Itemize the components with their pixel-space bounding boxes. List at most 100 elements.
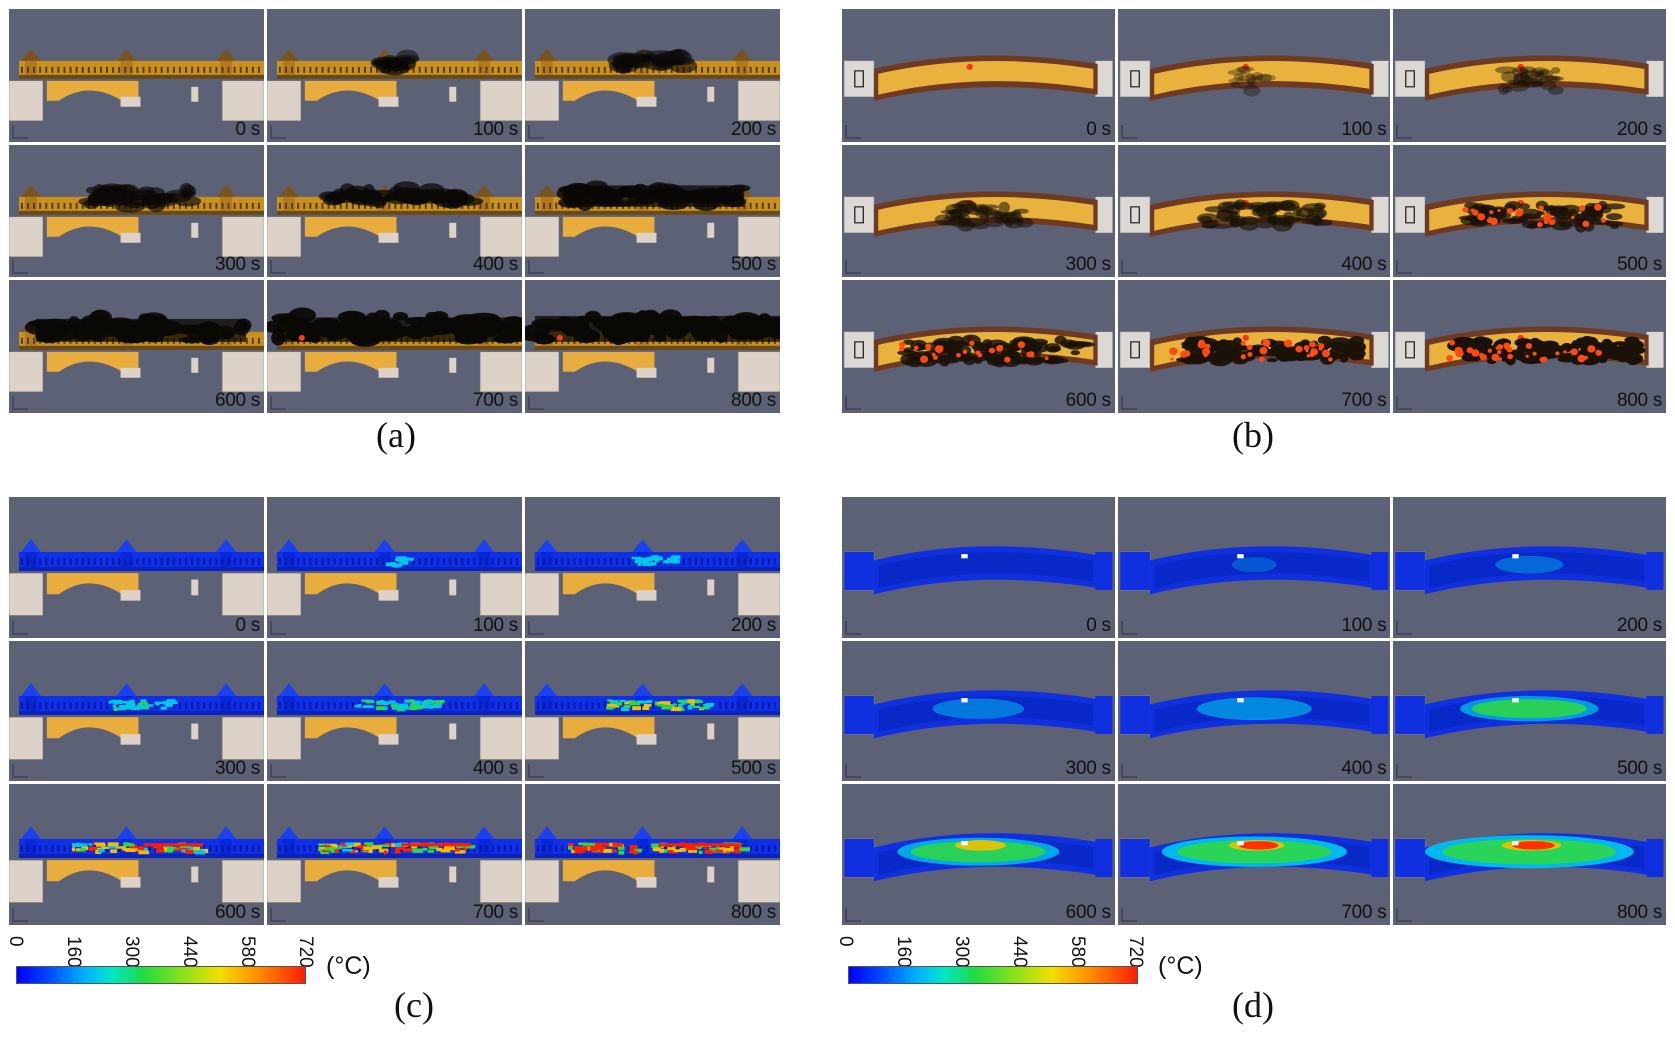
bridge-top-view — [842, 497, 1115, 638]
bridge-side-view — [9, 280, 264, 413]
axis-marker-icon — [12, 124, 28, 139]
axis-marker-icon — [12, 764, 28, 779]
axis-marker-icon — [1396, 620, 1413, 635]
time-label: 800 s — [731, 902, 776, 923]
time-label: 400 s — [473, 254, 518, 276]
bridge-side-view — [9, 640, 264, 782]
bridge-side-view — [525, 9, 780, 142]
colorbar-c-tick: 440 — [179, 936, 200, 968]
panel-caption-c: (c) — [394, 985, 434, 1025]
axis-marker-icon — [845, 620, 861, 635]
axis-marker-icon — [12, 620, 28, 635]
bridge-top-view — [1393, 784, 1666, 925]
time-label: 100 s — [1341, 118, 1387, 140]
time-label: 700 s — [1341, 390, 1387, 411]
simulation-frame: 300 s — [9, 640, 264, 782]
axis-marker-icon — [528, 764, 544, 779]
simulation-frame: 300 s — [9, 144, 264, 278]
bridge-top-view — [842, 9, 1115, 142]
panel-caption-b: (b) — [1232, 415, 1274, 455]
time-label: 700 s — [473, 390, 518, 411]
axis-marker-icon — [845, 908, 861, 922]
bridge-top-view — [1393, 497, 1666, 638]
time-label: 400 s — [473, 758, 518, 780]
time-label: 600 s — [215, 390, 260, 411]
colorbar-c-gradient — [16, 966, 306, 984]
simulation-frame: 100 s — [1117, 497, 1391, 638]
time-label: 400 s — [1341, 254, 1387, 276]
time-label: 500 s — [1617, 254, 1662, 276]
bridge-top-view — [1393, 144, 1666, 278]
bridge-side-view — [267, 144, 522, 278]
time-label: 800 s — [1617, 390, 1662, 411]
simulation-frame: 700 s — [1117, 280, 1391, 413]
simulation-frame: 800 s — [1393, 280, 1666, 413]
time-label: 100 s — [1341, 614, 1387, 636]
axis-marker-icon — [1396, 396, 1413, 410]
axis-marker-icon — [1120, 396, 1137, 410]
axis-marker-icon — [845, 260, 861, 275]
bridge-side-view — [525, 640, 780, 782]
bridge-side-view — [525, 144, 780, 278]
axis-marker-icon — [528, 908, 544, 922]
axis-marker-icon — [1396, 908, 1413, 922]
axis-marker-icon — [528, 620, 544, 635]
simulation-frame: 800 s — [525, 280, 780, 413]
bridge-side-view — [9, 784, 264, 925]
axis-marker-icon — [845, 396, 861, 410]
axis-marker-icon — [270, 908, 286, 922]
simulation-frame: 800 s — [525, 784, 780, 925]
bridge-side-view — [9, 144, 264, 278]
axis-marker-icon — [845, 764, 861, 779]
simulation-frame: 600 s — [842, 280, 1115, 413]
simulation-frame: 300 s — [842, 640, 1115, 782]
simulation-frame: 500 s — [525, 144, 780, 278]
frame-grid-c: 0 s 100 s 200 s 300 s 400 s 500 s 600 s 700 s 80… — [9, 497, 780, 925]
time-label: 600 s — [215, 902, 260, 923]
simulation-frame: 100 s — [267, 9, 522, 142]
frame-grid-d: 0 s 100 s 200 s 300 s 400 s 500 s 600 s 700 s 80… — [842, 497, 1666, 925]
colorbar-d-tick: 160 — [893, 936, 914, 968]
time-label: 100 s — [473, 118, 518, 140]
colorbar-d-tick: 440 — [1009, 936, 1030, 968]
simulation-frame: 200 s — [1393, 9, 1666, 142]
time-label: 400 s — [1341, 758, 1387, 780]
simulation-frame: 0 s — [9, 9, 264, 142]
simulation-frame: 700 s — [1117, 784, 1391, 925]
colorbar-d-tick: 720 — [1125, 936, 1146, 968]
colorbar-d-unit: (°C) — [1158, 952, 1203, 980]
axis-marker-icon — [1396, 124, 1413, 139]
time-label: 600 s — [1065, 902, 1111, 923]
axis-marker-icon — [1120, 124, 1137, 139]
simulation-frame: 500 s — [1393, 640, 1666, 782]
simulation-frame: 100 s — [267, 497, 522, 638]
bridge-side-view — [525, 784, 780, 925]
time-label: 200 s — [1617, 118, 1662, 140]
colorbar-c-tick: 300 — [121, 936, 142, 968]
axis-marker-icon — [12, 260, 28, 275]
time-label: 500 s — [731, 254, 776, 276]
axis-marker-icon — [528, 396, 544, 410]
bridge-side-view — [525, 280, 780, 413]
simulation-frame: 600 s — [9, 280, 264, 413]
colorbar-c-tick: 720 — [295, 936, 316, 968]
time-label: 800 s — [1617, 902, 1662, 923]
axis-marker-icon — [12, 908, 28, 922]
bridge-side-view — [267, 784, 522, 925]
time-label: 700 s — [473, 902, 518, 923]
simulation-frame: 200 s — [525, 9, 780, 142]
bridge-top-view — [1393, 640, 1666, 782]
bridge-top-view — [1393, 280, 1666, 413]
simulation-frame: 600 s — [9, 784, 264, 925]
simulation-frame: 200 s — [1393, 497, 1666, 638]
simulation-frame: 300 s — [842, 144, 1115, 278]
simulation-frame: 100 s — [1117, 9, 1391, 142]
colorbar-c-unit: (°C) — [326, 952, 371, 980]
axis-marker-icon — [1120, 620, 1137, 635]
axis-marker-icon — [1396, 764, 1413, 779]
frame-grid-a: 0 s 100 s 200 s 300 s 400 s 500 s 600 s 700 s 80… — [9, 9, 780, 413]
colorbar-d-tick: 0 — [835, 936, 856, 947]
time-label: 700 s — [1341, 902, 1387, 923]
simulation-frame: 400 s — [1117, 640, 1391, 782]
bridge-side-view — [525, 497, 780, 638]
